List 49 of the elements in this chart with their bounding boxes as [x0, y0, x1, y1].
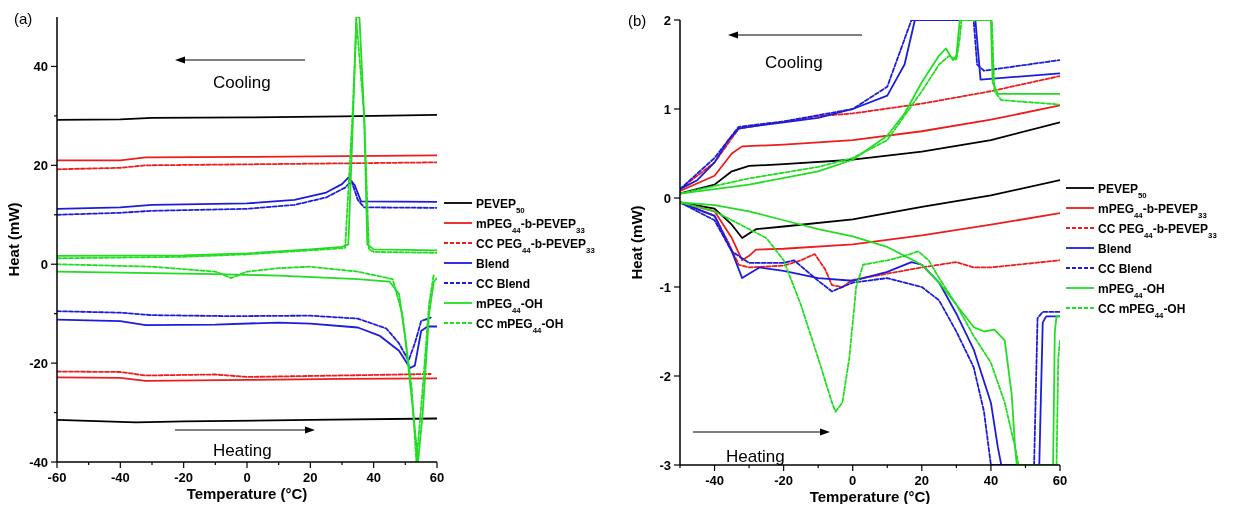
legend-label: CC PEG$_{44}$-b-PEVEP$_{33}$ — [476, 236, 596, 254]
y-axis-title: Heat (mW) — [5, 202, 22, 277]
y-tick-label: 2 — [663, 12, 671, 28]
y-tick-label: 0 — [663, 190, 671, 206]
y-tick-label: -20 — [29, 355, 48, 371]
legend-label: CC mPEG$_{44}$-OH — [1098, 301, 1186, 319]
x-tick-label: -60 — [47, 470, 67, 485]
x-tick-label: -20 — [774, 473, 794, 488]
y-tick-label: -2 — [659, 368, 671, 384]
legend-label: Blend — [476, 256, 510, 271]
x-tick-label: 60 — [429, 470, 445, 485]
x-axis-title: Temperature (°C) — [186, 485, 308, 502]
annotation: Cooling — [213, 73, 271, 92]
x-tick-label: 0 — [849, 473, 857, 488]
x-tick-label: 40 — [983, 473, 999, 488]
legend-label: CC mPEG$_{44}$-OH — [476, 316, 564, 334]
chart-title: (b) — [628, 12, 647, 29]
y-tick-label: 20 — [33, 157, 48, 173]
x-tick-label: 20 — [303, 470, 318, 485]
chart-title: (a) — [14, 10, 33, 27]
line-series — [57, 180, 437, 216]
x-tick-label: 40 — [366, 470, 381, 485]
y-tick-label: -1 — [659, 279, 671, 295]
x-tick-label: -40 — [705, 473, 724, 488]
legend-label: mPEG$_{44}$-b-PEVEP$_{33}$ — [476, 216, 586, 234]
x-tick-label: 20 — [914, 473, 930, 488]
x-tick-label: 0 — [243, 470, 251, 485]
annotation: Heating — [213, 441, 272, 460]
y-tick-label: 40 — [33, 58, 48, 74]
x-tick-label: -20 — [174, 470, 194, 485]
y-tick-label: 0 — [40, 256, 48, 272]
line-series — [57, 161, 437, 171]
y-tick-label: 1 — [663, 101, 671, 117]
legend-label: PEVEP$_{50}$ — [1098, 181, 1148, 199]
legend-label: CC PEG$_{44}$-b-PEVEP$_{33}$ — [1098, 221, 1218, 239]
legend-label: Blend — [1098, 241, 1132, 256]
y-tick-label: -3 — [659, 457, 671, 473]
legend-label: mPEG$_{44}$-OH — [476, 296, 543, 314]
legend-label: mPEG$_{44}$-OH — [1098, 281, 1165, 299]
legend-label: CC Blend — [476, 276, 530, 291]
x-tick-label: -40 — [110, 470, 130, 485]
legend-label: CC Blend — [1098, 261, 1152, 276]
y-axis-title: Heat (mW) — [628, 205, 645, 280]
annotation: Cooling — [765, 53, 823, 72]
annotation: Heating — [726, 447, 785, 466]
legend-label: PEVEP$_{50}$ — [476, 196, 526, 214]
legend-label: mPEG$_{44}$-b-PEVEP$_{33}$ — [1098, 201, 1208, 219]
x-tick-label: 60 — [1052, 473, 1068, 488]
y-tick-label: -40 — [29, 454, 48, 470]
